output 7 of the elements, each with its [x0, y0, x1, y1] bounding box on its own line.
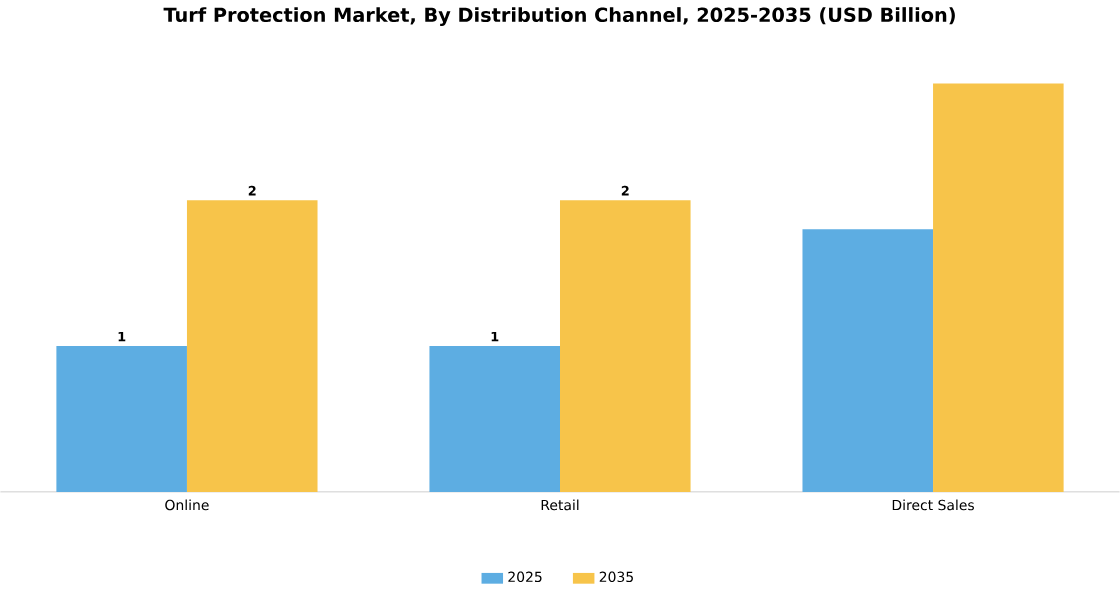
bar	[56, 346, 187, 493]
bar	[186, 200, 318, 493]
bar	[802, 229, 934, 493]
bar	[429, 346, 560, 493]
bar	[933, 83, 1064, 493]
bar	[560, 200, 691, 493]
chart-title: Turf Protection Market, By Distribution Channel, 2025-2035 (USD Billion)	[163, 7, 955, 27]
